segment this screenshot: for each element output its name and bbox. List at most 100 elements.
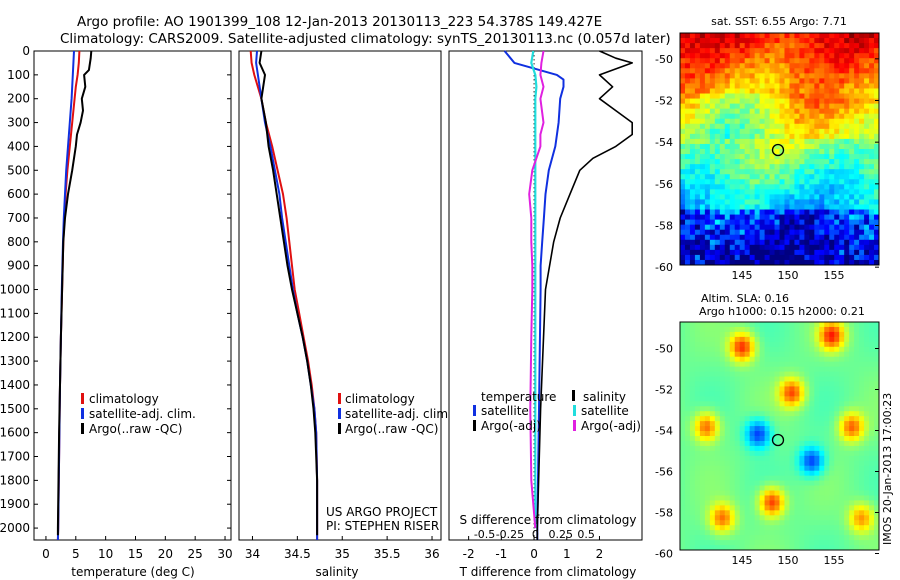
sst-cell bbox=[844, 83, 850, 89]
sla-cell bbox=[794, 470, 800, 477]
sla-cell bbox=[789, 475, 795, 482]
sst-cell bbox=[799, 48, 805, 54]
sst-cell bbox=[694, 204, 701, 210]
sst-cell bbox=[814, 209, 820, 215]
sst-cell bbox=[864, 123, 870, 130]
sst-cell bbox=[680, 38, 686, 44]
sst-cell bbox=[739, 244, 746, 251]
sla-cell bbox=[819, 356, 825, 363]
sla-cell bbox=[789, 455, 795, 462]
sst-cell bbox=[804, 43, 810, 49]
sst-cell bbox=[774, 154, 780, 160]
sla-cell bbox=[819, 510, 825, 516]
sla-cell bbox=[864, 376, 870, 382]
sst-cell bbox=[799, 73, 805, 79]
sla-cell bbox=[869, 381, 875, 387]
sla-cell bbox=[749, 500, 756, 506]
sst-cell bbox=[809, 38, 815, 44]
sst-cell bbox=[799, 143, 805, 150]
sst-cell bbox=[709, 224, 716, 231]
sst-cell bbox=[684, 33, 691, 39]
sst-cell bbox=[819, 108, 825, 115]
sst-cell bbox=[874, 149, 880, 155]
sla-cell bbox=[714, 445, 721, 452]
sst-cell bbox=[719, 33, 726, 39]
sla-cell bbox=[829, 535, 835, 541]
sst-cell bbox=[819, 63, 825, 69]
sla-cell bbox=[809, 530, 815, 536]
sst-cell bbox=[859, 189, 865, 195]
sst-cell bbox=[754, 63, 761, 69]
sla-cell bbox=[794, 346, 800, 353]
sla-cell bbox=[859, 391, 865, 397]
sla-cell bbox=[844, 530, 850, 536]
sst-cell bbox=[834, 123, 840, 130]
sla-cell bbox=[859, 396, 865, 402]
sla-cell bbox=[839, 431, 845, 437]
sla-cell bbox=[739, 545, 746, 551]
sla-cell bbox=[719, 530, 726, 536]
sla-cell bbox=[749, 505, 756, 511]
sst-cell bbox=[794, 108, 800, 115]
sst-cell bbox=[784, 58, 790, 64]
sla-cell bbox=[774, 545, 780, 551]
sst-cell bbox=[799, 103, 805, 110]
sst-cell bbox=[824, 118, 830, 125]
sst-cell bbox=[689, 93, 696, 99]
sst-cell bbox=[814, 154, 820, 160]
sst-cell bbox=[819, 88, 825, 94]
sla-cell bbox=[734, 351, 741, 358]
sla-cell bbox=[764, 326, 770, 333]
sst-cell bbox=[849, 164, 855, 170]
sst-cell bbox=[699, 189, 706, 195]
sst-cell bbox=[819, 164, 825, 170]
sst-cell bbox=[774, 249, 780, 256]
sla-cell bbox=[859, 401, 865, 407]
sst-cell bbox=[684, 78, 691, 84]
sst-cell bbox=[684, 249, 691, 256]
sla-cell bbox=[824, 436, 830, 442]
sst-cell bbox=[724, 259, 731, 266]
sla-cell bbox=[774, 485, 780, 491]
sst-cell bbox=[699, 63, 706, 69]
sst-cell bbox=[754, 43, 761, 49]
sla-cell bbox=[749, 480, 756, 486]
sla-cell bbox=[729, 381, 736, 387]
sla-cell bbox=[874, 445, 880, 452]
sla-cell bbox=[804, 341, 810, 348]
sst-cell bbox=[789, 38, 795, 44]
sla-cell bbox=[804, 470, 810, 477]
sla-cell bbox=[680, 322, 686, 328]
sla-cell bbox=[754, 520, 761, 526]
sla-cell bbox=[819, 455, 825, 462]
sst-cell bbox=[829, 143, 835, 150]
sst-cell bbox=[819, 154, 825, 160]
sla-cell bbox=[834, 366, 840, 372]
sst-cell bbox=[729, 88, 736, 94]
sla-cell bbox=[829, 406, 835, 412]
sst-cell bbox=[754, 159, 761, 165]
sla-cell bbox=[699, 436, 706, 442]
sst-cell bbox=[784, 239, 790, 246]
sst-cell bbox=[854, 214, 860, 221]
sla-cell bbox=[754, 535, 761, 541]
sla-cell bbox=[794, 326, 800, 333]
sst-cell bbox=[859, 239, 865, 246]
sla-cell bbox=[714, 366, 721, 372]
sst-cell bbox=[794, 169, 800, 175]
sst-cell bbox=[809, 128, 815, 135]
sst-cell bbox=[754, 38, 761, 44]
sst-cell bbox=[699, 199, 706, 205]
sla-cell bbox=[854, 326, 860, 333]
sst-cell bbox=[769, 38, 775, 44]
sla-cell bbox=[819, 346, 825, 353]
sla-cell bbox=[709, 455, 716, 462]
sla-cell bbox=[824, 346, 830, 353]
sla-cell bbox=[774, 346, 780, 353]
sst-cell bbox=[869, 48, 875, 54]
sst-cell bbox=[739, 174, 746, 180]
sst-cell bbox=[769, 254, 775, 261]
sla-cell bbox=[809, 510, 815, 516]
sla-cell bbox=[764, 361, 770, 368]
sst-cell bbox=[699, 244, 706, 251]
